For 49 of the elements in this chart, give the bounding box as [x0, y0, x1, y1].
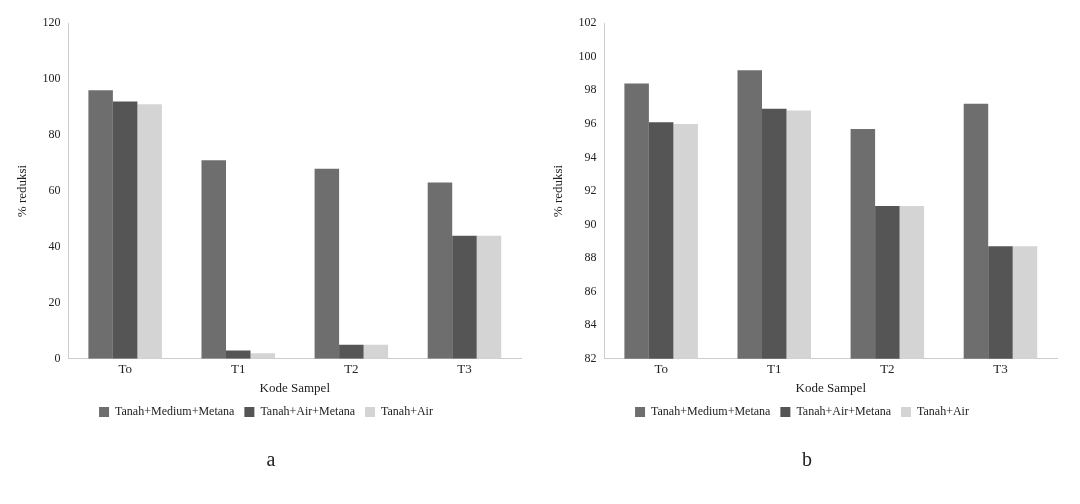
bar — [339, 344, 364, 359]
x-tick-label: T1 — [767, 361, 782, 377]
legend-label: Tanah+Medium+Metana — [115, 404, 236, 419]
y-axis-title: % reduksi — [550, 164, 566, 218]
y-tick-label: 100 — [578, 48, 597, 63]
legend-label: Tanah+Air — [381, 404, 433, 419]
text: a — [266, 448, 276, 471]
x-tick-label: T1 — [231, 361, 246, 377]
legend-label: Tanah+Air+Metana — [796, 404, 892, 419]
bar — [476, 235, 502, 359]
bar — [314, 168, 340, 359]
y-tick-label: 60 — [48, 183, 61, 198]
bar — [137, 104, 162, 359]
bar — [427, 182, 453, 359]
y-tick-label: 98 — [584, 82, 597, 97]
x-axis-title: Kode Sampel — [259, 379, 331, 395]
y-tick-label: 86 — [584, 283, 597, 298]
x-tick-label: To — [118, 361, 132, 377]
legend-label: Tanah+Air+Metana — [260, 404, 356, 419]
x-tick-label: T3 — [457, 361, 472, 377]
x-tick-label: T2 — [344, 361, 359, 377]
y-tick-label: 84 — [584, 317, 597, 332]
y-tick-label: 90 — [584, 216, 597, 231]
y-tick-label: 102 — [578, 15, 597, 30]
text: b — [802, 448, 812, 471]
bar — [452, 235, 477, 359]
x-tick-label: T2 — [880, 361, 895, 377]
y-tick-label: 100 — [42, 71, 61, 86]
y-tick-label: 82 — [584, 350, 597, 365]
y-tick-label: 92 — [584, 183, 597, 198]
y-tick-label: 0 — [54, 350, 61, 365]
bar — [88, 90, 113, 359]
x-tick-label: T3 — [993, 361, 1008, 377]
y-tick-label: 40 — [48, 239, 61, 254]
bar — [201, 160, 226, 359]
y-tick-label: 80 — [48, 127, 61, 142]
x-tick-label: To — [654, 361, 668, 377]
legend-label: Tanah+Medium+Metana — [651, 404, 772, 419]
x-axis-title: Kode Sampel — [795, 379, 867, 395]
y-axis-title: % reduksi — [14, 164, 30, 218]
y-tick-label: 20 — [48, 295, 61, 310]
y-tick-label: 120 — [42, 15, 61, 30]
legend-label: Tanah+Air — [917, 404, 969, 419]
bar — [226, 350, 251, 359]
y-tick-label: 94 — [584, 149, 597, 164]
y-tick-label: 96 — [584, 116, 597, 131]
bar — [112, 101, 138, 359]
bar — [363, 344, 389, 359]
y-tick-label: 88 — [584, 250, 597, 265]
